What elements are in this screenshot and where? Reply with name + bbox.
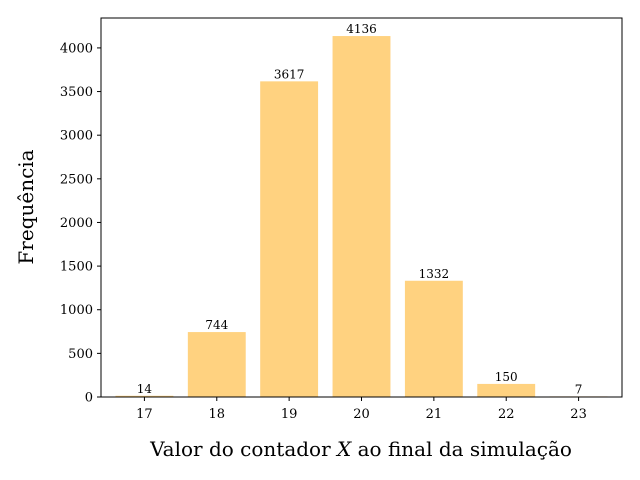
x-tick-label-20: 20 (353, 407, 370, 422)
y-tick-label-4000: 4000 (60, 41, 93, 56)
bar-19 (260, 81, 319, 397)
data-label-23: 7 (575, 382, 583, 396)
y-tick-label-3500: 3500 (60, 85, 93, 100)
y-tick-label-2000: 2000 (60, 216, 93, 231)
x-tick-label-23: 23 (570, 407, 587, 422)
x-tick-label-18: 18 (209, 407, 226, 422)
data-labels-group: 14 744 3617 4136 1332 150 7 (137, 22, 583, 396)
y-tick-label-0: 0 (85, 391, 93, 406)
data-label-22: 150 (495, 370, 518, 384)
data-label-17: 14 (137, 382, 153, 396)
y-tick-label-3000: 3000 (60, 129, 93, 144)
y-tick-label-2500: 2500 (60, 172, 93, 187)
x-tick-label-17: 17 (136, 407, 153, 422)
bar-22 (477, 383, 536, 397)
x-axis-title: Valor do contador X ao final da simulaçã… (149, 437, 572, 461)
bar-20 (332, 36, 391, 398)
x-axis-ticks: 17 18 19 20 21 22 23 (136, 397, 587, 422)
bar-17 (115, 395, 174, 397)
y-tick-label-500: 500 (68, 347, 93, 362)
data-label-18: 744 (205, 318, 228, 332)
x-axis-title-variable: X (335, 437, 352, 461)
bars-group (115, 36, 608, 398)
data-label-21: 1332 (419, 267, 450, 281)
bar-21 (404, 280, 463, 397)
x-tick-label-21: 21 (426, 407, 443, 422)
y-axis-title: Frequência (14, 149, 38, 264)
y-tick-label-1500: 1500 (60, 260, 93, 275)
data-label-20: 4136 (346, 22, 377, 36)
y-tick-label-1000: 1000 (60, 303, 93, 318)
bar-18 (187, 332, 246, 397)
x-axis-title-part-3: ao final da simulação (351, 437, 572, 461)
x-axis-title-part-1: Valor do contador (149, 437, 337, 461)
x-tick-label-22: 22 (498, 407, 515, 422)
x-tick-label-19: 19 (281, 407, 298, 422)
data-label-19: 3617 (274, 67, 305, 81)
y-axis-ticks: 0 500 1000 1500 2000 2500 3000 3500 4000 (60, 41, 101, 406)
